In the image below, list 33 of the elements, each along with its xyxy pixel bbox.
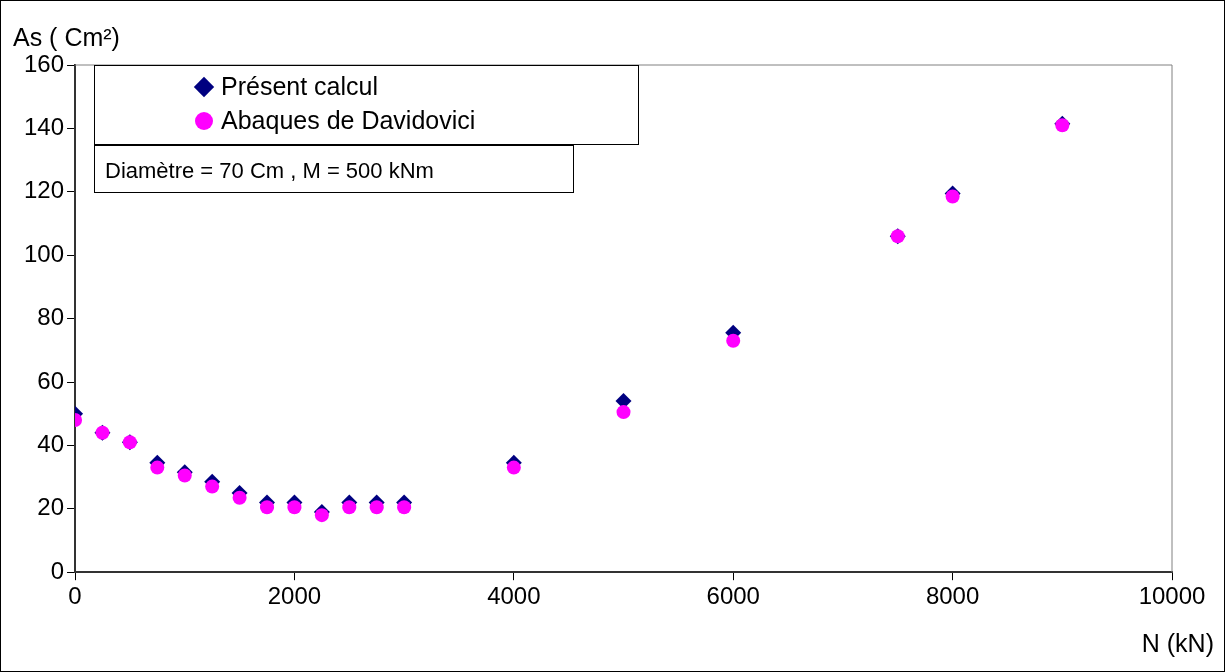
x-axis-title: N (kN) <box>1141 629 1214 658</box>
y-tick-label: 20 <box>37 493 65 521</box>
point <box>205 479 220 494</box>
x-tick-label: 10000 <box>1138 582 1206 610</box>
point <box>397 500 412 515</box>
y-tick-label: 100 <box>24 239 65 267</box>
point <box>314 508 329 523</box>
y-axis-title: As ( Cm²) <box>13 23 120 52</box>
point <box>945 189 960 204</box>
y-tick-label: 120 <box>24 176 65 204</box>
point <box>369 500 384 515</box>
point <box>232 490 247 505</box>
note-box: Diamètre = 70 Cm , M = 500 kNm <box>94 145 574 193</box>
x-tick-label: 6000 <box>706 582 760 610</box>
point <box>150 460 165 475</box>
point <box>287 500 302 515</box>
point <box>177 468 192 483</box>
point <box>506 460 521 475</box>
y-tick-label: 0 <box>50 556 65 584</box>
x-tick-label: 4000 <box>487 582 541 610</box>
y-tick-label: 80 <box>37 303 65 331</box>
x-tick-label: 2000 <box>267 582 322 610</box>
point <box>342 500 357 515</box>
legend-label: Abaques de Davidovici <box>221 106 476 135</box>
point <box>260 500 275 515</box>
x-tick-label: 8000 <box>925 582 980 610</box>
legend-label: Présent calcul <box>221 72 379 101</box>
point <box>616 405 631 420</box>
y-tick-label: 140 <box>24 113 65 141</box>
x-tick-label: 0 <box>68 582 82 610</box>
y-tick-label: 40 <box>37 430 65 458</box>
y-tick-label: 60 <box>37 366 65 394</box>
point <box>726 333 741 348</box>
